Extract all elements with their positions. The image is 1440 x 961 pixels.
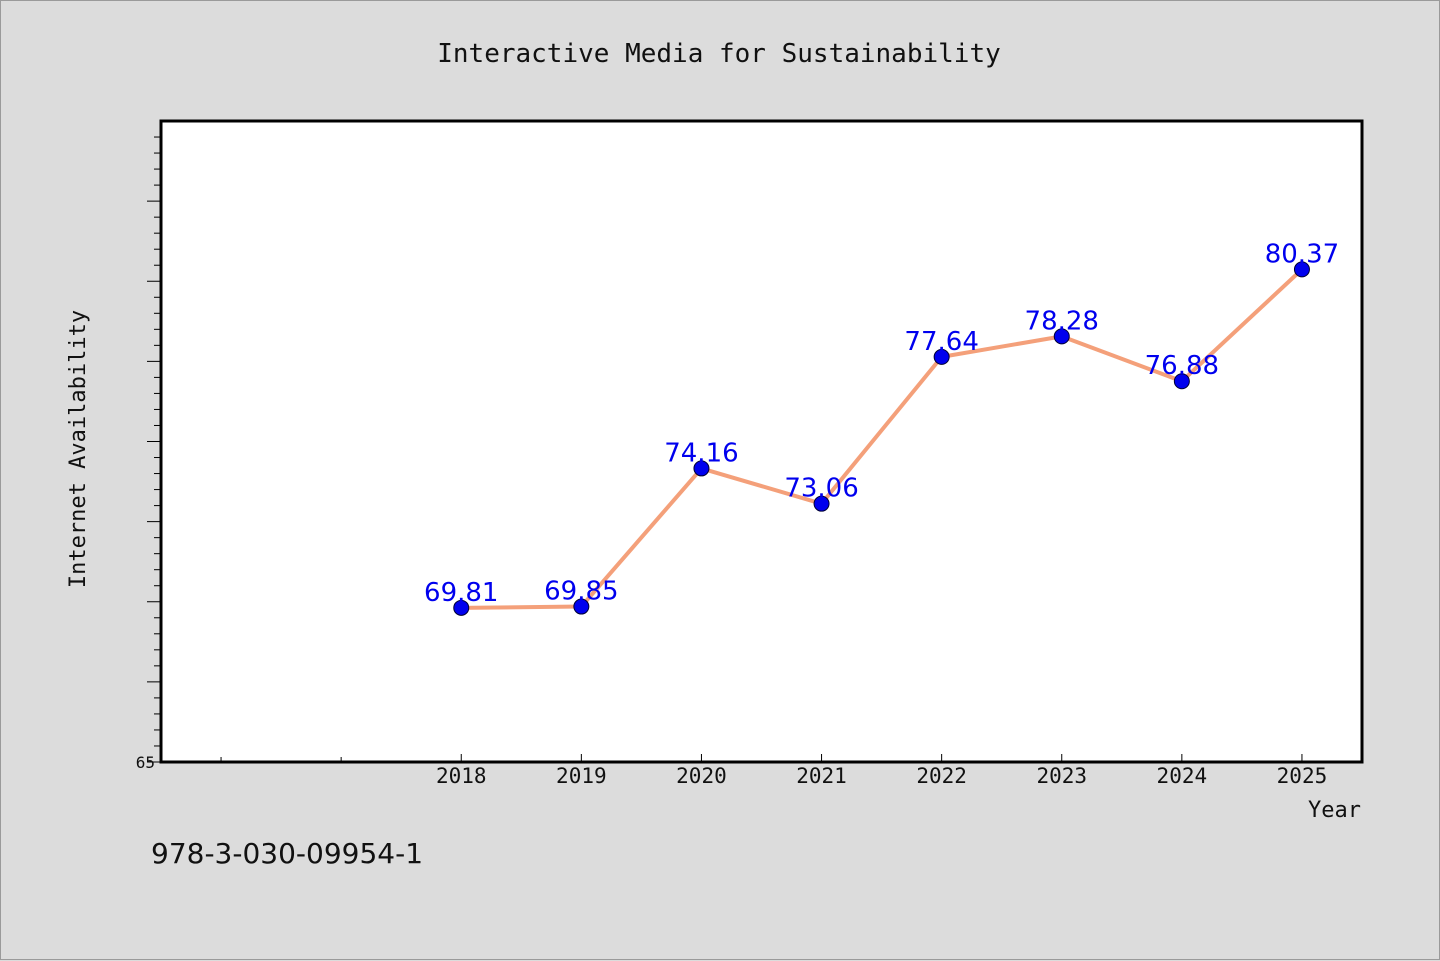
data-label: 77.64: [904, 327, 978, 357]
x-tick-label: 2024: [1157, 764, 1208, 788]
series-line: [461, 267, 1304, 610]
x-tick-label: 2025: [1277, 764, 1328, 788]
y-axis-ticks: 65: [136, 136, 161, 772]
data-label: 80.37: [1265, 239, 1339, 269]
data-point: [1293, 261, 1310, 278]
x-axis-label: Year: [1308, 798, 1361, 823]
data-label: 74.16: [664, 438, 738, 468]
x-tick-label: 2018: [436, 764, 487, 788]
data-label: 78.28: [1025, 306, 1099, 336]
x-tick-label: 2023: [1036, 764, 1087, 788]
x-tick-label: 2022: [916, 764, 967, 788]
data-point: [933, 348, 950, 365]
data-label: 69.81: [424, 578, 498, 608]
isbn-footer: 978-3-030-09954-1: [151, 837, 423, 870]
x-tick-label: 2020: [676, 764, 727, 788]
y-axis-label: Internet Availability: [66, 310, 91, 588]
data-point: [813, 495, 830, 512]
data-point: [1173, 373, 1190, 390]
data-label: 73.06: [784, 474, 858, 504]
x-axis-tick-labels: 2018 2019 2020 2021 2022 2023 2024 2025: [436, 764, 1327, 788]
data-label: 76.88: [1145, 351, 1219, 381]
chart-title: Interactive Media for Sustainability: [437, 39, 1001, 69]
plot-area: [159, 119, 1364, 764]
x-tick-label: 2019: [556, 764, 607, 788]
marker-layer: [453, 261, 1310, 616]
data-point: [573, 598, 590, 615]
data-point: [693, 460, 710, 477]
y-tick-label: 65: [136, 753, 155, 772]
data-point: [453, 599, 470, 616]
x-tick-label: 2021: [796, 764, 847, 788]
x-axis-ticks: [220, 754, 1303, 762]
data-label-layer: 69.81 69.85 74.16 73.06 77.64 78.28 76.88 80.37: [424, 239, 1339, 607]
series-layer: [461, 267, 1304, 610]
data-label: 69.85: [544, 577, 618, 607]
data-point: [1053, 328, 1070, 345]
